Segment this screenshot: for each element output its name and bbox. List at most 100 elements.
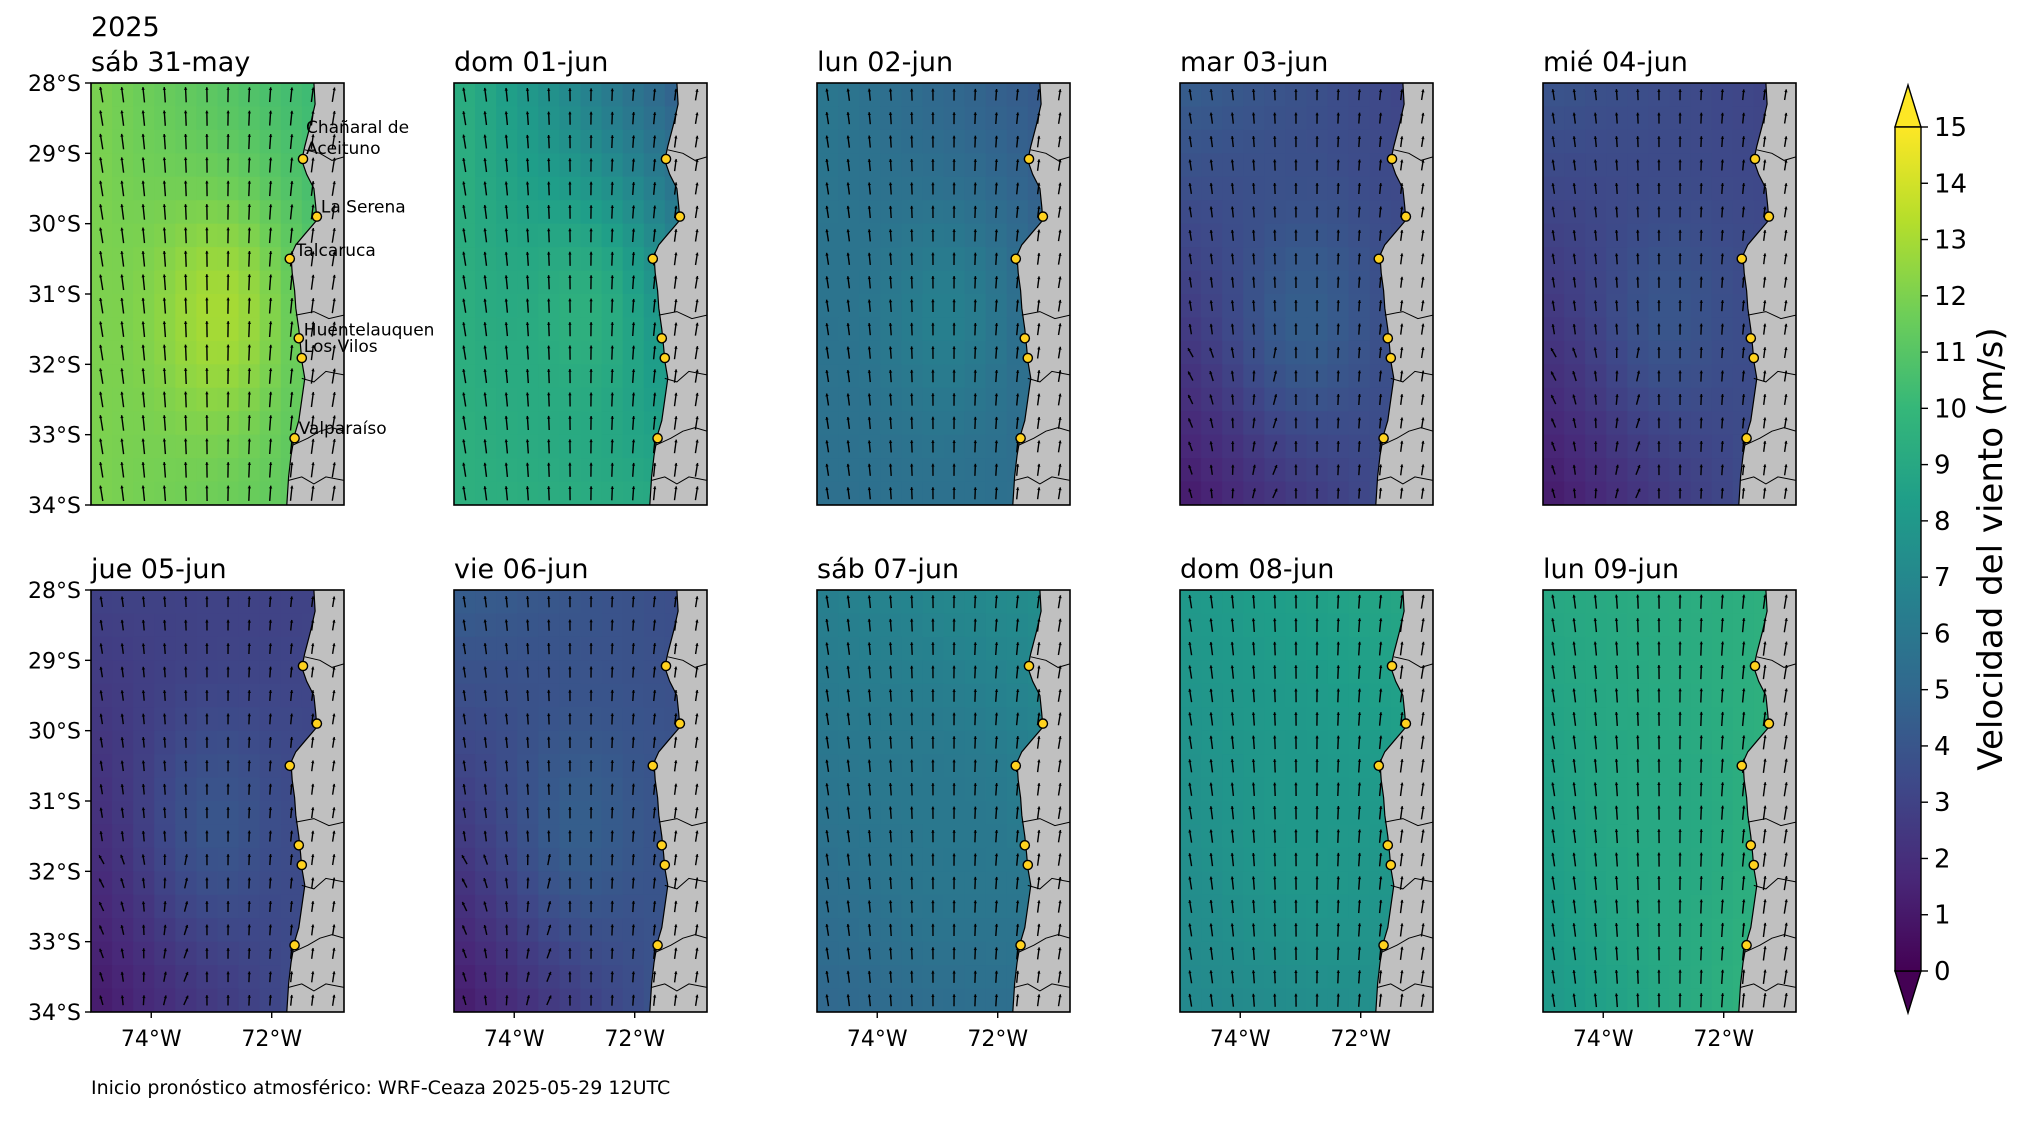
- wind-arrow-head: [1058, 253, 1062, 256]
- wind-arrow-head: [1741, 159, 1746, 163]
- wind-arrow-head: [674, 439, 678, 443]
- wind-arrow-head: [141, 485, 145, 489]
- wind-arrow-head: [994, 618, 999, 622]
- wind-arrow-head: [1637, 488, 1641, 492]
- wind-arrow-head: [1720, 441, 1725, 444]
- wind-arrow-head: [973, 299, 977, 303]
- wind-arrow-head: [610, 345, 614, 349]
- wind-arrow-head: [610, 971, 614, 975]
- panel-frame: [1179, 82, 1434, 506]
- wind-arrow-head: [247, 227, 252, 231]
- wind-arrow-head: [311, 877, 315, 881]
- wind-arrow-head: [589, 369, 593, 372]
- wind-arrow-head: [674, 947, 678, 951]
- wind-arrow-head: [1357, 253, 1362, 257]
- city-marker: [1019, 332, 1031, 344]
- wind-arrow-head: [973, 252, 977, 256]
- wind-arrow-head: [525, 666, 530, 670]
- wind-arrow-head: [1336, 347, 1340, 350]
- wind-arrow-head: [931, 135, 935, 139]
- wind-arrow-head: [1636, 347, 1641, 351]
- region-border: [304, 149, 344, 161]
- wind-arrow-head: [483, 713, 487, 717]
- wind-arrow-head: [1763, 464, 1767, 468]
- wind-arrow-head: [504, 134, 508, 138]
- wind-arrow-head: [1678, 370, 1682, 374]
- wind-arrow-head: [973, 440, 977, 444]
- wind-arrows: [825, 88, 1062, 500]
- wind-arrow-head: [825, 370, 829, 373]
- wind-arrow-head: [99, 737, 103, 741]
- wind-arrow-head: [483, 205, 487, 208]
- wind-speed-field: [454, 83, 707, 505]
- wind-arrow-head: [1058, 463, 1062, 467]
- land-area: [286, 590, 344, 1012]
- wind-arrow-head: [99, 344, 103, 348]
- wind-arrow-head: [1614, 159, 1619, 163]
- wind-arrow-head: [332, 854, 336, 858]
- wind-arrow-head: [1058, 182, 1062, 186]
- wind-arrow-head: [568, 619, 572, 623]
- wind-arrow-head: [1015, 159, 1020, 163]
- wind-arrow-head: [268, 643, 273, 647]
- wind-arrow-head: [610, 807, 614, 810]
- wind-arrow-head: [568, 486, 572, 489]
- wind-arrow-head: [183, 134, 188, 137]
- wind-arrow-head: [846, 618, 850, 622]
- wind-arrow-head: [183, 415, 188, 418]
- wind-arrow-head: [483, 666, 487, 670]
- wind-arrow-head: [1058, 370, 1062, 374]
- wind-arrow-head: [952, 88, 956, 92]
- wind-arrow-head: [695, 392, 699, 396]
- wind-arrow-head: [226, 854, 230, 857]
- wind-arrow-head: [1274, 417, 1278, 421]
- city-marker: [656, 332, 668, 344]
- wind-arrow-head: [1058, 323, 1062, 327]
- wind-arrow-head: [332, 760, 336, 764]
- wind-arrow-head: [525, 181, 530, 185]
- wind-arrow-head: [931, 299, 935, 303]
- wind-arrow-head: [1230, 370, 1235, 374]
- wind-arrow-head: [1336, 300, 1340, 303]
- city-marker: [660, 153, 672, 165]
- wind-arrow-head: [952, 229, 956, 232]
- wind-arrow-head: [462, 205, 466, 208]
- wind-arrow-head: [483, 392, 487, 396]
- wind-arrow-head: [1720, 394, 1725, 397]
- wind-arrow-head: [1294, 206, 1298, 210]
- wind-arrow-head: [205, 297, 209, 301]
- wind-arrow-head: [973, 346, 977, 350]
- wind-arrow-head: [120, 925, 124, 929]
- wind-arrow-head: [1551, 253, 1555, 257]
- wind-arrow-head: [504, 322, 508, 326]
- panel-date-title: sáb 31-may: [91, 47, 250, 78]
- wind-arrow-head: [1294, 441, 1298, 444]
- wind-arrow-head: [504, 807, 509, 811]
- wind-arrow-head: [952, 487, 956, 490]
- wind-arrow-head: [1016, 618, 1020, 622]
- wind-arrow-head: [674, 182, 678, 186]
- wind-arrow-head: [1594, 488, 1598, 492]
- wind-arrow-head: [1421, 276, 1425, 280]
- wind-arrow-head: [589, 666, 593, 670]
- wind-arrows: [99, 86, 336, 502]
- wind-arrow-head: [695, 760, 699, 764]
- wind-arrow-head: [910, 346, 914, 350]
- wind-arrow-head: [163, 901, 167, 905]
- wind-arrow-head: [825, 182, 829, 186]
- wind-arrow-head: [1699, 464, 1703, 468]
- wind-arrow-head: [1015, 229, 1020, 233]
- wind-arrow-head: [289, 830, 294, 834]
- wind-arrow-head: [205, 854, 209, 857]
- wind-arrow-head: [268, 87, 273, 91]
- wind-arrow-head: [652, 88, 657, 92]
- wind-arrow-head: [1593, 276, 1598, 280]
- wind-arrow-head: [589, 877, 593, 881]
- wind-arrow-head: [1037, 463, 1041, 467]
- wind-arrow-head: [162, 830, 167, 834]
- wind-arrow-head: [290, 227, 294, 231]
- region-border: [1740, 476, 1796, 485]
- wind-arrow-head: [184, 830, 188, 834]
- wind-arrow-head: [1400, 159, 1404, 163]
- wind-arrow-head: [631, 486, 636, 490]
